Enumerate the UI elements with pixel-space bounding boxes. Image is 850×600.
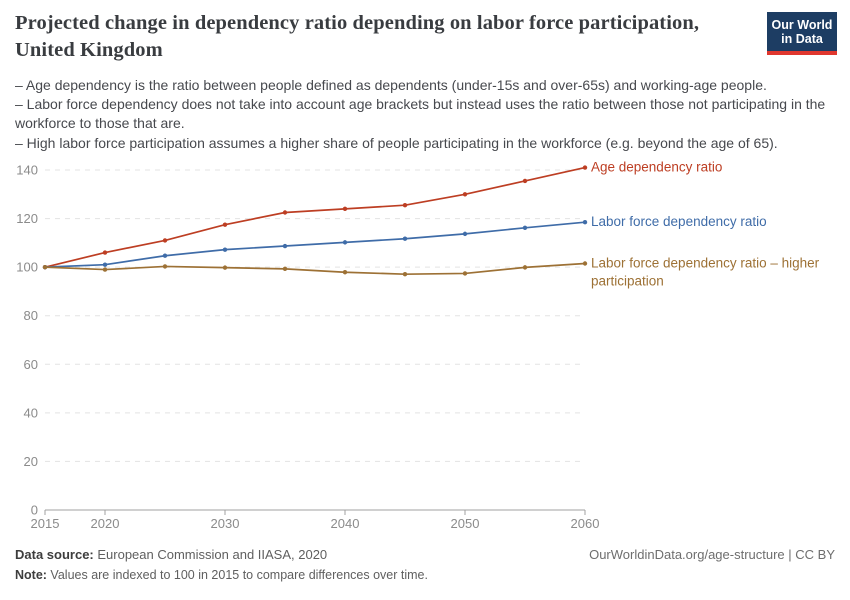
subtitle-line-labor-force: – Labor force dependency does not take i… bbox=[15, 96, 826, 132]
series-point bbox=[222, 247, 228, 252]
y-tick-label-120: 120 bbox=[16, 211, 38, 226]
series-point bbox=[42, 264, 48, 270]
series-point bbox=[402, 271, 408, 277]
series-line-0 bbox=[44, 166, 586, 268]
series-point bbox=[282, 243, 288, 249]
series-point bbox=[522, 225, 528, 230]
y-tick-label-140: 140 bbox=[16, 163, 38, 178]
chart-subtitle: – Age dependency is the ratio between pe… bbox=[15, 76, 837, 153]
owid-logo-line1: Our World bbox=[771, 18, 833, 32]
y-tick-label-40: 40 bbox=[24, 405, 38, 420]
data-source-text: European Commission and IIASA, 2020 bbox=[93, 547, 328, 562]
series-point bbox=[222, 222, 228, 227]
series-point bbox=[342, 206, 348, 212]
series-label-2: participation bbox=[591, 274, 664, 289]
x-tick-label-2030: 2030 bbox=[211, 516, 240, 531]
series-line-1 bbox=[44, 221, 586, 268]
series-point bbox=[342, 240, 348, 245]
data-source-label: Data source: bbox=[15, 547, 94, 562]
series-point bbox=[582, 261, 588, 266]
series-point bbox=[282, 266, 288, 272]
series-point bbox=[522, 265, 528, 270]
subtitle-line-high-participation: – High labor force participation assumes… bbox=[15, 134, 778, 151]
series-point bbox=[582, 165, 588, 170]
y-tick-label-0: 0 bbox=[31, 503, 38, 518]
y-tick-label-20: 20 bbox=[24, 454, 38, 469]
series-point bbox=[402, 203, 408, 208]
series-point bbox=[162, 264, 168, 269]
y-tick-label-100: 100 bbox=[16, 260, 38, 275]
series-point bbox=[102, 267, 108, 272]
series-label-0: Age dependency ratio bbox=[591, 160, 722, 175]
y-tick-label-60: 60 bbox=[24, 357, 38, 372]
series-point bbox=[162, 238, 168, 243]
owid-logo-line2: in Data bbox=[781, 32, 823, 46]
x-tick-label-2015: 2015 bbox=[31, 516, 60, 531]
x-tick-label-2060: 2060 bbox=[571, 516, 600, 531]
series-label-1: Labor force dependency ratio bbox=[591, 214, 767, 229]
series-point bbox=[582, 220, 588, 225]
series-point bbox=[102, 262, 108, 267]
series-label-2: Labor force dependency ratio – higher bbox=[591, 256, 820, 271]
x-tick-label-2050: 2050 bbox=[451, 516, 480, 531]
series-point bbox=[462, 192, 468, 197]
chart-note: Note: Values are indexed to 100 in 2015 … bbox=[15, 568, 428, 582]
subtitle-line-age-dependency: – Age dependency is the ratio between pe… bbox=[15, 77, 767, 93]
series-line-2 bbox=[44, 262, 586, 276]
series-point bbox=[162, 253, 168, 258]
data-source: Data source: European Commission and IIA… bbox=[15, 547, 327, 562]
page-title: Projected change in dependency ratio dep… bbox=[15, 12, 700, 61]
series-point bbox=[282, 210, 288, 215]
owid-logo: Our World in Data bbox=[767, 12, 837, 55]
series-point bbox=[222, 265, 228, 270]
note-label: Note: bbox=[15, 568, 47, 582]
series-point bbox=[342, 270, 348, 275]
owid-url-license: OurWorldinData.org/age-structure | CC BY bbox=[589, 547, 835, 562]
series-point bbox=[522, 178, 528, 184]
series-point bbox=[462, 271, 468, 276]
series-point bbox=[102, 250, 108, 255]
y-tick-label-80: 80 bbox=[24, 308, 38, 323]
x-tick-label-2020: 2020 bbox=[91, 516, 120, 531]
series-point bbox=[462, 231, 468, 237]
series-point bbox=[402, 236, 408, 241]
x-tick-label-2040: 2040 bbox=[331, 516, 360, 531]
note-text: Values are indexed to 100 in 2015 to com… bbox=[46, 568, 428, 582]
